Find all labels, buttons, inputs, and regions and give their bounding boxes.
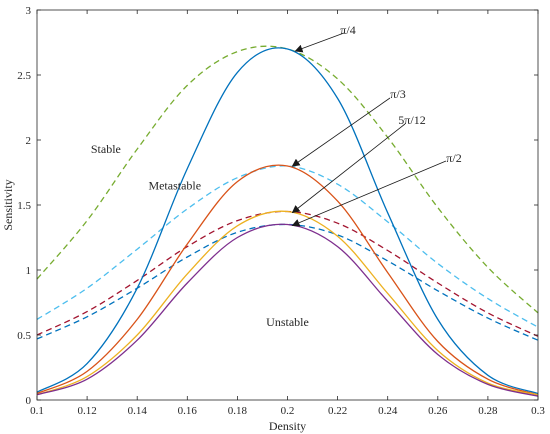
x-tick-label: 0.1	[30, 405, 44, 417]
series-line-5	[36, 47, 539, 395]
x-tick-label: 0.24	[378, 405, 398, 417]
y-axis-label: Sensitivity	[1, 179, 15, 230]
x-tick-label: 0.3	[531, 405, 545, 417]
series-line-1	[36, 45, 539, 314]
annotation-arrow-3	[291, 123, 406, 214]
series-line-4	[36, 223, 539, 341]
curves-layer	[36, 45, 539, 397]
region-labels: Stable Metastable Unstable	[91, 142, 309, 329]
y-tick-label: 0.5	[17, 330, 31, 342]
x-tick-label: 0.26	[428, 405, 448, 417]
x-tick-label: 0.12	[77, 405, 96, 417]
region-label: Stable	[91, 142, 121, 156]
plot-background	[37, 10, 538, 400]
x-tick-label: 0.18	[228, 405, 248, 417]
annotation-label: π/3	[390, 87, 405, 101]
x-tick-label: 0.2	[281, 405, 295, 417]
annotation-arrow-1	[294, 32, 345, 53]
y-tick-label: 2.5	[17, 70, 31, 82]
series-line-8	[36, 223, 539, 397]
x-tick-label: 0.14	[128, 405, 148, 417]
series-line-7	[36, 210, 539, 396]
series-line-2	[36, 165, 539, 328]
annotation-label: 5π/12	[398, 113, 425, 127]
x-tick-label: 0.28	[478, 405, 498, 417]
y-tick-label: 3	[26, 5, 32, 17]
y-tick-label: 2	[26, 135, 32, 147]
y-tick-label: 0	[26, 395, 32, 407]
x-tick-label: 0.22	[328, 405, 347, 417]
annotation-arrow-2	[291, 97, 391, 167]
series-line-6	[36, 164, 539, 396]
curve-annotations: π/4 π/3 5π/12 π/2	[291, 23, 462, 227]
annotation-label: π/4	[340, 23, 355, 37]
x-axis-label: Density	[269, 419, 306, 433]
y-axis-ticks: 0 0.5 1 1.5 2 2.5 3	[17, 5, 538, 407]
region-label: Unstable	[266, 315, 309, 329]
annotation-arrow-4	[291, 160, 447, 227]
y-tick-label: 1	[26, 265, 32, 277]
y-tick-label: 1.5	[17, 200, 31, 212]
annotation-label: π/2	[446, 151, 461, 165]
region-label: Metastable	[148, 178, 201, 192]
x-tick-label: 0.16	[178, 405, 198, 417]
x-axis-ticks: 0.1 0.12 0.14 0.16 0.18 0.2 0.22 0.24 0.26 0.28 0.…	[30, 10, 545, 417]
